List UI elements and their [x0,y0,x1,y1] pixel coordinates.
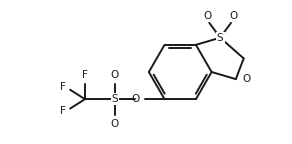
Text: S: S [112,94,118,104]
Text: F: F [60,106,66,116]
Text: O: O [111,70,119,80]
Text: O: O [242,74,250,84]
Text: F: F [60,82,66,92]
Text: O: O [131,94,140,104]
Text: O: O [229,11,237,21]
Text: F: F [82,70,88,80]
Text: S: S [217,33,223,43]
Text: O: O [111,119,119,129]
Text: O: O [203,11,211,21]
